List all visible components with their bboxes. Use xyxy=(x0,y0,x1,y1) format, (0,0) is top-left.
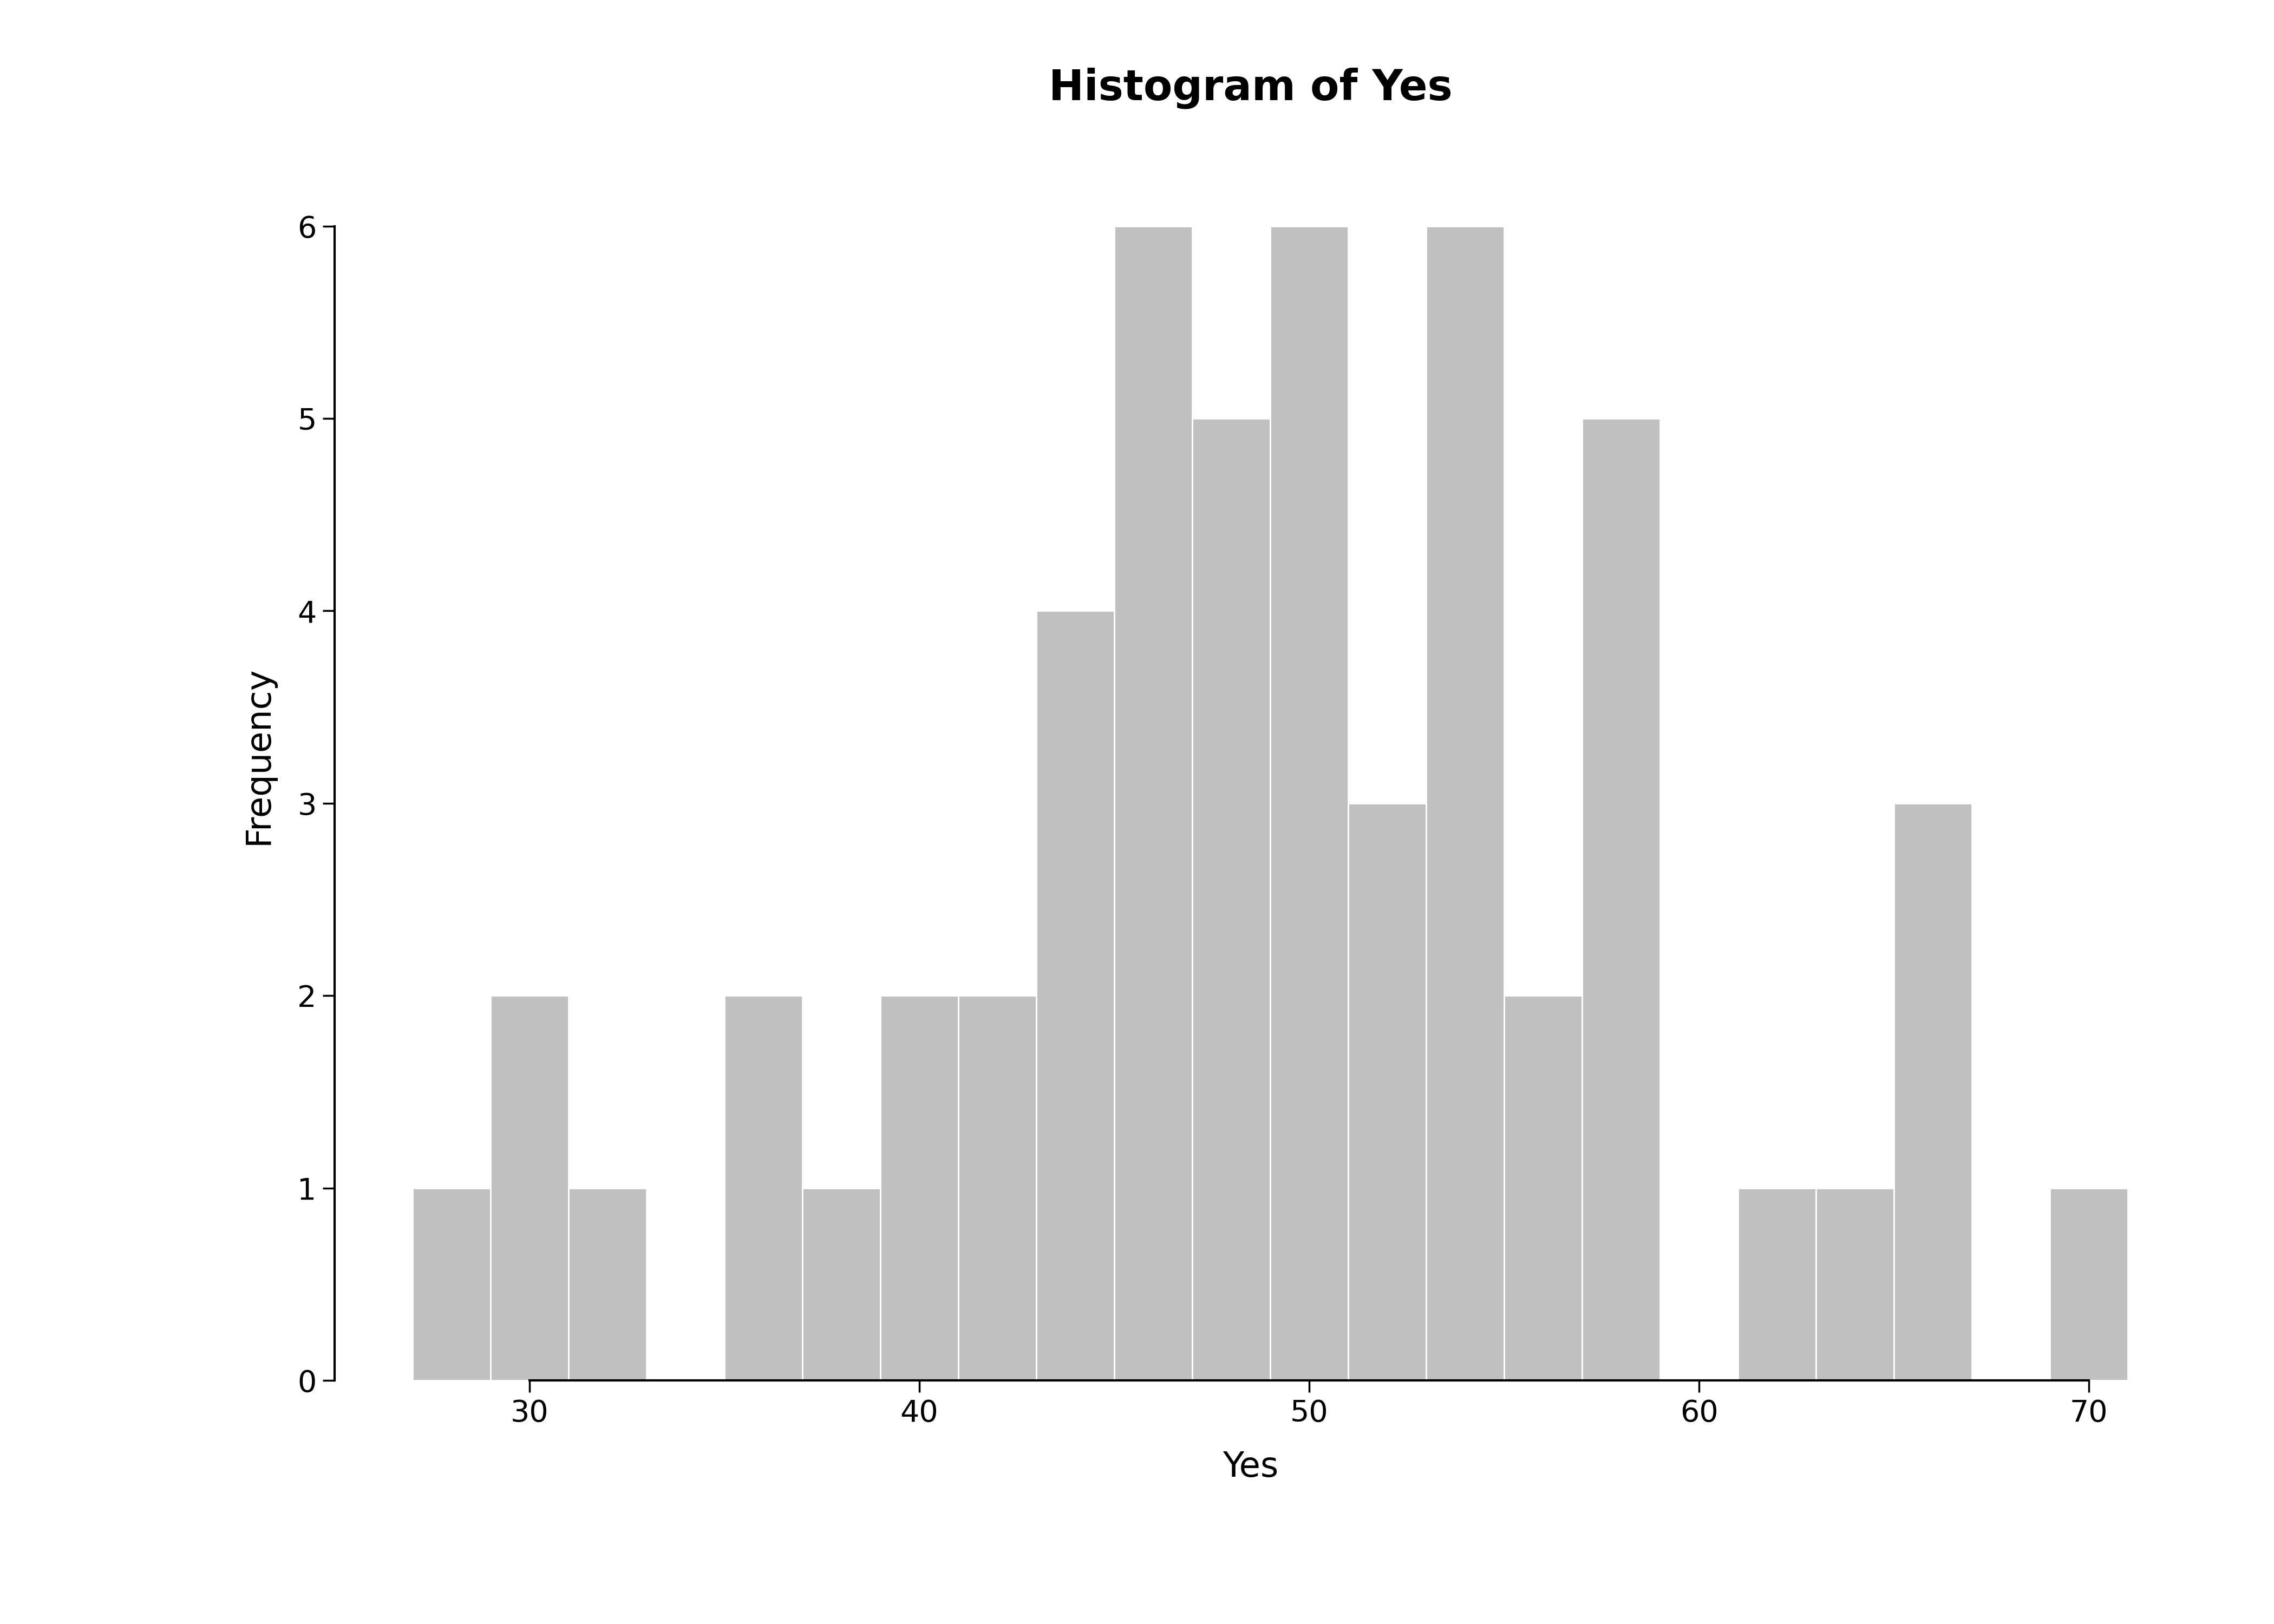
Bar xyxy=(412,1189,491,1380)
Bar xyxy=(1192,419,1271,1380)
Bar xyxy=(1114,226,1192,1380)
Bar xyxy=(1583,419,1660,1380)
Bar xyxy=(1737,1189,1817,1380)
Bar xyxy=(568,1189,646,1380)
Bar xyxy=(1817,1189,1894,1380)
Bar xyxy=(957,996,1037,1380)
Bar xyxy=(725,996,803,1380)
Bar xyxy=(880,996,957,1380)
Bar xyxy=(1348,804,1426,1380)
X-axis label: Yes: Yes xyxy=(1223,1450,1278,1484)
Y-axis label: Frequency: Frequency xyxy=(241,666,275,844)
Bar xyxy=(1503,996,1583,1380)
Bar xyxy=(1426,226,1503,1380)
Bar xyxy=(1037,611,1114,1380)
Bar xyxy=(1894,804,1972,1380)
Bar xyxy=(491,996,568,1380)
Bar xyxy=(803,1189,880,1380)
Bar xyxy=(2049,1189,2128,1380)
Title: Histogram of Yes: Histogram of Yes xyxy=(1048,67,1453,109)
Bar xyxy=(1271,226,1348,1380)
